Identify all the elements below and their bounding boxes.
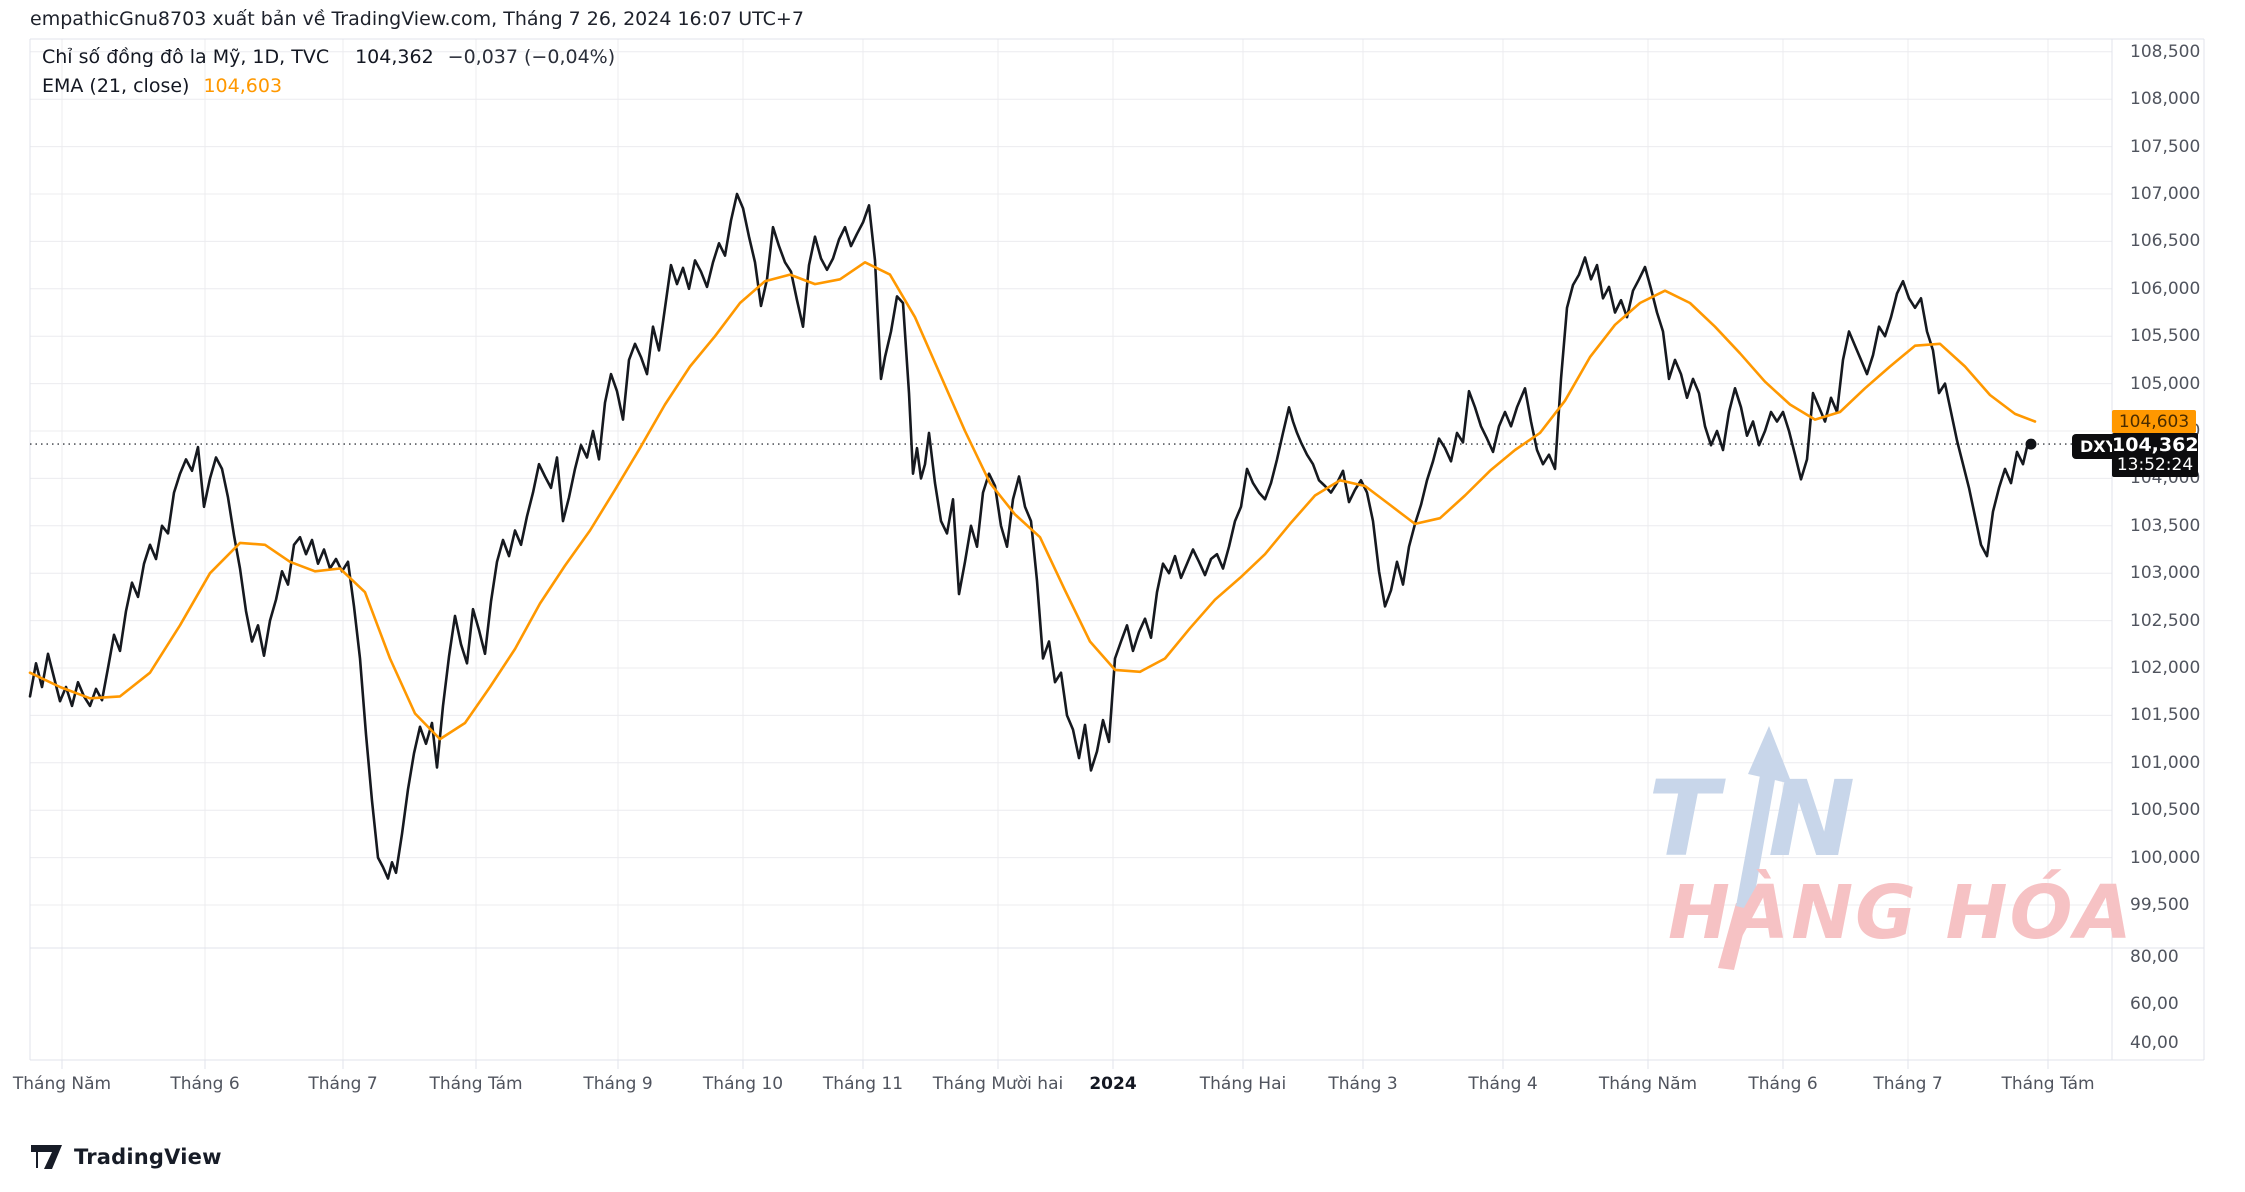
symbol-change: −0,037 (−0,04%) xyxy=(447,45,616,68)
indicator-value: 104,603 xyxy=(203,74,283,97)
ema-price-tag: 104,603 xyxy=(2112,410,2196,433)
price-axis-label: 60,00 xyxy=(2130,994,2179,1014)
time-axis-label: Tháng Tám xyxy=(2001,1074,2095,1094)
last-price-value: 104,362 xyxy=(2112,434,2199,456)
price-axis-label: 99,500 xyxy=(2130,895,2190,915)
price-axis-label: 107,000 xyxy=(2130,184,2201,204)
legend-indicator-row[interactable]: EMA (21, close) 104,603 xyxy=(42,71,615,100)
price-axis-label: 102,500 xyxy=(2130,610,2201,631)
time-axis-label: Tháng Năm xyxy=(1598,1074,1698,1094)
time-axis-label: Tháng Hai xyxy=(1199,1074,1287,1094)
price-axis-label: 103,000 xyxy=(2130,563,2201,584)
indicator-label[interactable]: EMA (21, close) xyxy=(42,74,190,97)
price-axis-label: 105,000 xyxy=(2130,373,2201,394)
time-axis-label: Tháng Tám xyxy=(429,1074,523,1094)
tradingview-footer[interactable]: TradingView xyxy=(30,1144,222,1170)
price-axis-label: 106,500 xyxy=(2130,231,2201,252)
tradingview-brand-text: TradingView xyxy=(74,1145,222,1169)
time-axis-label: Tháng Mười hai xyxy=(932,1074,1064,1094)
time-axis-label: Tháng 6 xyxy=(170,1074,240,1094)
publication-byline: empathicGnu8703 xuất bản về TradingView.… xyxy=(30,8,804,30)
price-axis-label: 101,000 xyxy=(2130,752,2201,773)
tradingview-logo-icon xyxy=(31,1145,62,1169)
last-price-tag: 104,362 13:52:24 xyxy=(2112,433,2199,477)
price-axis-label: 100,000 xyxy=(2130,847,2201,868)
price-axis-label: 100,500 xyxy=(2130,800,2201,821)
time-axis-label: 2024 xyxy=(1089,1074,1137,1094)
price-axis-label: 40,00 xyxy=(2130,1033,2179,1053)
symbol-title[interactable]: Chỉ số đồng đô la Mỹ, 1D, TVC xyxy=(42,45,330,68)
time-axis-label: Tháng 7 xyxy=(308,1074,378,1094)
price-axis-label: 107,500 xyxy=(2130,136,2201,157)
time-axis-label: Tháng 3 xyxy=(1328,1074,1398,1094)
price-axis-label: 105,500 xyxy=(2130,326,2201,347)
price-axis-label: 106,000 xyxy=(2130,278,2201,299)
chart-legend: Chỉ số đồng đô la Mỹ, 1D, TVC 104,362 −0… xyxy=(42,42,615,100)
time-axis-label: Tháng 11 xyxy=(822,1074,904,1094)
time-axis-label: Tháng 6 xyxy=(1748,1074,1818,1094)
time-axis-label: Tháng Năm xyxy=(12,1074,112,1094)
time-axis-label: Tháng 9 xyxy=(583,1074,653,1094)
symbol-last-price: 104,362 xyxy=(355,45,434,68)
price-axis-label: 103,500 xyxy=(2130,515,2201,536)
time-axis-label: Tháng 4 xyxy=(1468,1074,1538,1094)
price-axis-label: 108,500 xyxy=(2130,41,2201,62)
bar-countdown: 13:52:24 xyxy=(2116,455,2194,475)
legend-symbol-row[interactable]: Chỉ số đồng đô la Mỹ, 1D, TVC 104,362 −0… xyxy=(42,42,615,71)
price-axis-label: 108,000 xyxy=(2130,89,2201,110)
time-axis-label: Tháng 10 xyxy=(702,1074,784,1094)
price-axis-label: 101,500 xyxy=(2130,705,2201,726)
time-axis-label: Tháng 7 xyxy=(1873,1074,1943,1094)
price-axis-label: 102,000 xyxy=(2130,658,2201,678)
price-axis-label: 80,00 xyxy=(2130,947,2179,967)
